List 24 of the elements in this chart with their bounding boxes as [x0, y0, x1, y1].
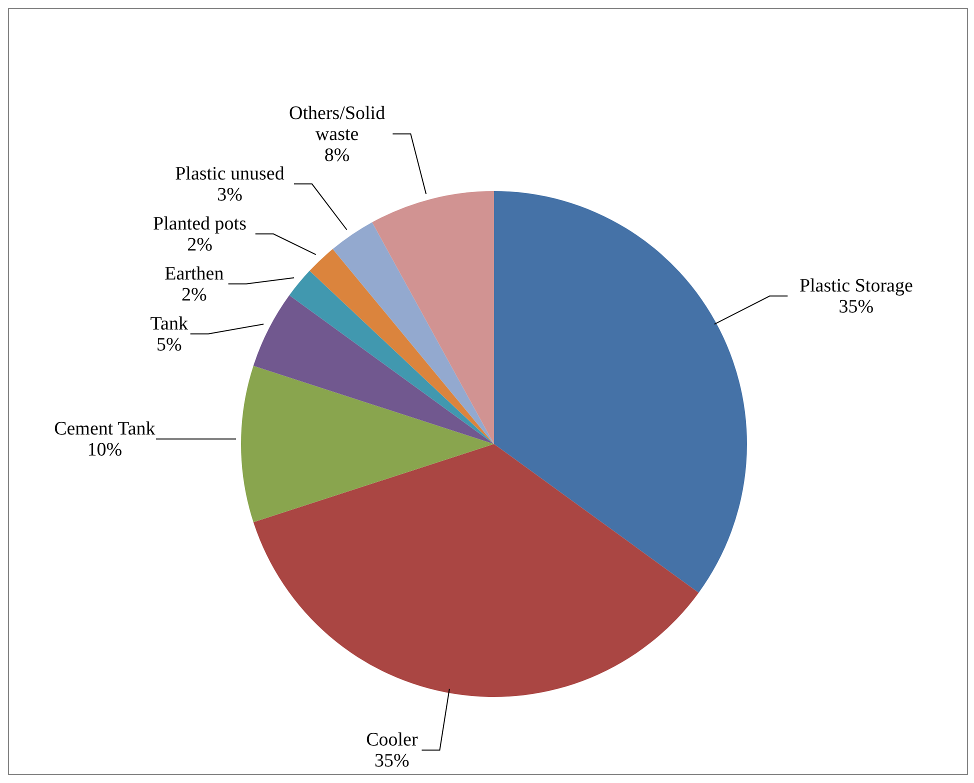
data-label: 10%	[87, 440, 122, 460]
slice-label: Cement Tank	[54, 418, 156, 440]
pie-slice	[372, 191, 494, 444]
slice-label: Others/Solid waste	[289, 102, 386, 145]
data-label: 2%	[187, 234, 213, 256]
pie-slice	[332, 222, 494, 444]
data-label: 5%	[156, 334, 182, 356]
slice-label: Cooler	[366, 730, 418, 751]
pie-slice	[289, 270, 494, 444]
slice-label: Earthen	[164, 263, 224, 284]
data-label: 2%	[182, 284, 208, 306]
data-label: 35%	[838, 296, 874, 318]
slice-label: Plastic unused	[175, 163, 285, 184]
pie-slice	[253, 295, 494, 444]
pie-slice	[242, 366, 494, 522]
slice-label: Plastic Storage	[799, 275, 913, 296]
data-label: 35%	[374, 750, 410, 772]
data-label: 8%	[324, 144, 350, 166]
data-label: 3%	[217, 184, 243, 206]
slice-label: Planted pots	[153, 213, 246, 234]
pie-slice	[494, 191, 747, 593]
pie-slice	[253, 444, 699, 697]
slice-label: Tank	[150, 313, 188, 334]
pie-slice	[310, 249, 494, 444]
